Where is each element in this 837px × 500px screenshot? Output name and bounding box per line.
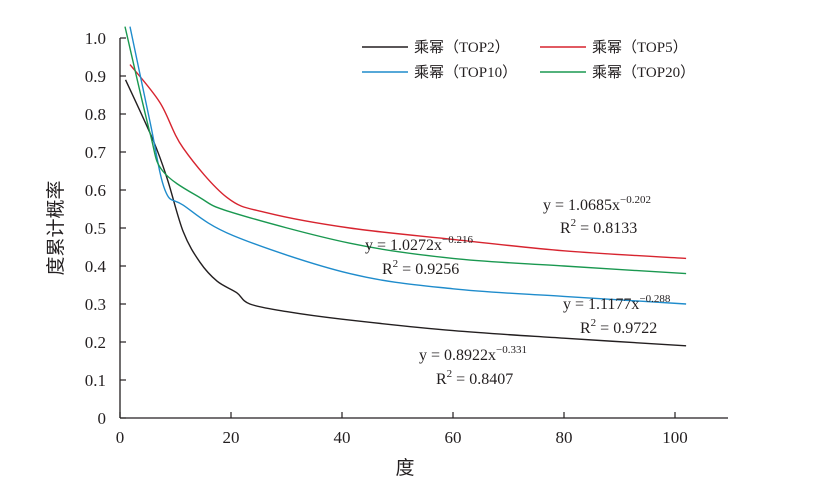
x-tick-label: 0 [116,428,125,447]
legend-label: 乘幂（TOP2） [414,39,510,56]
fit-annotations: y = 1.0685x−0.202 R2 = 0.8133 y = 1.0272x−… [365,194,671,388]
x-axis-label: 度 [395,457,414,479]
fit-equation: y = 1.1177x−0.288 [563,293,671,313]
fit-exponent: −0.216 [442,234,473,246]
axes: 0 20 40 60 80 100 0 0.1 0.2 0.3 0.4 0.5 0.6 0.7 0.8 0.9… [85,29,728,447]
legend-label: 乘幂（TOP20） [592,64,695,81]
x-tick-label: 60 [445,428,462,447]
y-tick-label: 0.9 [85,67,106,86]
series-line-2 [129,26,687,305]
x-tick-label: 80 [556,428,573,447]
x-tick-label: 40 [334,428,351,447]
y-axis-label: 度累计概率 [45,180,67,275]
y-tick-label: 0.4 [85,257,107,276]
fit-exponent: −0.202 [620,194,651,206]
series-line-1 [129,64,687,260]
y-tick-label: 0.6 [85,181,106,200]
fit-r-squared: R2 = 0.8133 [560,217,637,237]
fit-equation: y = 1.0685x−0.202 [543,194,651,214]
series-lines [124,26,687,347]
fit-r-squared: R2 = 0.9722 [580,317,657,337]
y-tick-label: 0 [98,409,107,428]
y-tick-label: 0.5 [85,219,106,238]
fit-r-squared: R2 = 0.9256 [382,258,459,278]
fit-r-squared: R2 = 0.8407 [436,368,513,388]
fit-equation: y = 1.0272x−0.216 [365,234,473,254]
series-line-3 [124,26,687,275]
y-tick-label: 0.8 [85,105,106,124]
legend-label: 乘幂（TOP5） [592,39,688,56]
series-line-0 [124,79,687,347]
fit-equation: y = 0.8922x−0.331 [419,344,527,364]
y-tick-label: 0.3 [85,295,106,314]
x-tick-label: 100 [662,428,688,447]
y-tick-label: 0.7 [85,143,107,162]
y-tick-label: 0.1 [85,371,106,390]
legend: 乘幂（TOP2） 乘幂（TOP5） 乘幂（TOP10） 乘幂（TOP20） [362,39,695,81]
x-tick-label: 20 [223,428,240,447]
legend-label: 乘幂（TOP10） [414,64,517,81]
fit-exponent: −0.288 [639,293,670,305]
y-tick-label: 0.2 [85,333,106,352]
fit-exponent: −0.331 [496,344,527,356]
y-tick-label: 1.0 [85,29,106,48]
